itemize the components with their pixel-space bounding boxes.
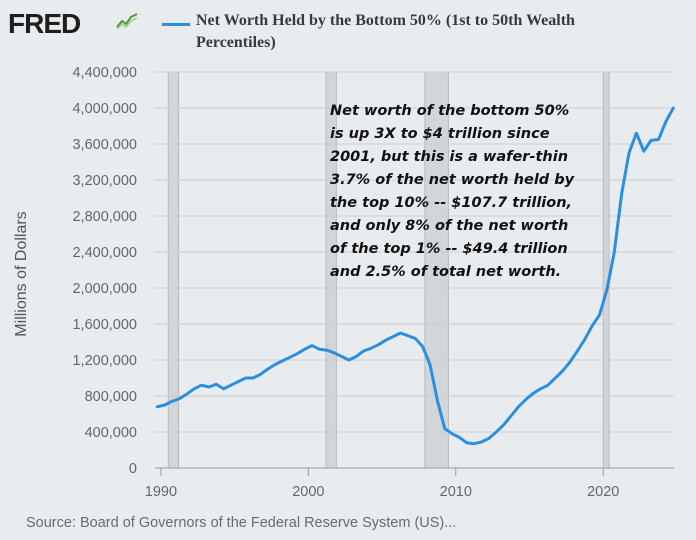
series-line [155, 106, 675, 446]
x-tick-label: 2010 [440, 484, 472, 500]
y-tick-label: 400,000 [85, 425, 137, 441]
y-tick-label: 4,400,000 [72, 65, 137, 81]
y-tick-label: 1,200,000 [72, 353, 137, 369]
source-note[interactable]: Source: Board of Governors of the Federa… [26, 515, 457, 531]
chart-annotation: Net worth of the bottom 50% is up 3X to … [330, 103, 575, 280]
recession-band [167, 71, 180, 469]
chart-header: FRED Net Worth Held by the Bottom 50% (1… [0, 0, 696, 60]
y-tick-label: 1,600,000 [72, 317, 137, 333]
y-tick-label: 4,000,000 [72, 101, 137, 117]
y-tick-label: 0 [129, 461, 137, 477]
x-tick-label: 1990 [145, 484, 177, 500]
x-tick-label: 2000 [292, 484, 324, 500]
y-tick-label: 3,600,000 [72, 137, 137, 153]
y-tick-label: 2,800,000 [72, 209, 137, 225]
fred-logo[interactable]: FRED [8, 8, 81, 39]
y-tick-label: 2,400,000 [72, 245, 137, 261]
y-tick-label: 800,000 [85, 389, 137, 405]
chart-line-icon [116, 12, 138, 30]
x-tick-label: 2020 [587, 484, 619, 500]
y-tick-label: 2,000,000 [72, 281, 137, 297]
legend-label: Net Worth Held by the Bottom 50% (1st to… [196, 12, 575, 51]
y-axis-label: Millions of Dollars [13, 211, 30, 337]
y-tick-label: 3,200,000 [72, 173, 137, 189]
legend-swatch [162, 23, 190, 26]
